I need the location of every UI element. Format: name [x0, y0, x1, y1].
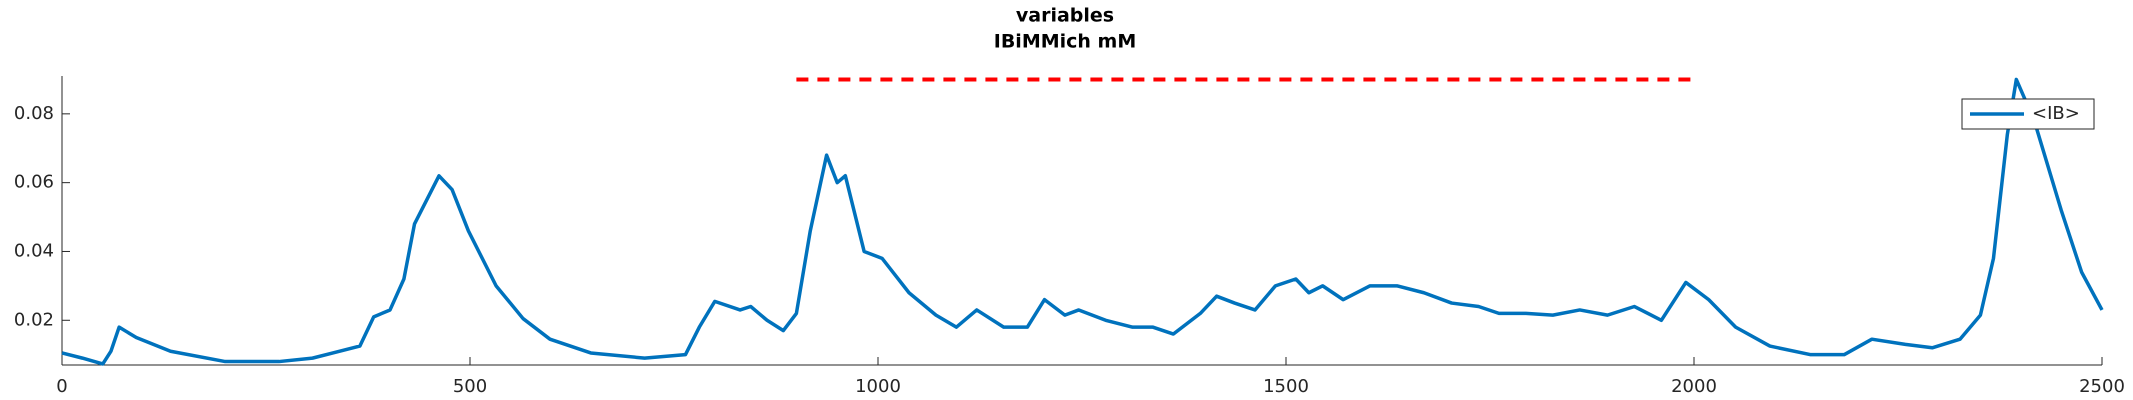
x-tick-label: 2000 [1671, 376, 1717, 397]
chart-subtitle: IBiMMich mM [994, 31, 1137, 53]
y-tick-label: 0.02 [14, 309, 54, 330]
chart-title: variables [1016, 5, 1114, 27]
y-tick-label: 0.04 [14, 240, 54, 261]
x-tick-label: 2500 [2079, 376, 2125, 397]
x-tick-label: 1000 [855, 376, 901, 397]
data-line [61, 77, 2104, 366]
x-tick-label: 0 [56, 376, 67, 397]
y-tick-label: 0.06 [14, 172, 54, 193]
y-tick-label: 0.08 [14, 103, 54, 124]
x-tick-label: 1500 [1263, 376, 1309, 397]
x-tick-label: 500 [453, 376, 487, 397]
legend-label: <IB> [2032, 103, 2080, 124]
